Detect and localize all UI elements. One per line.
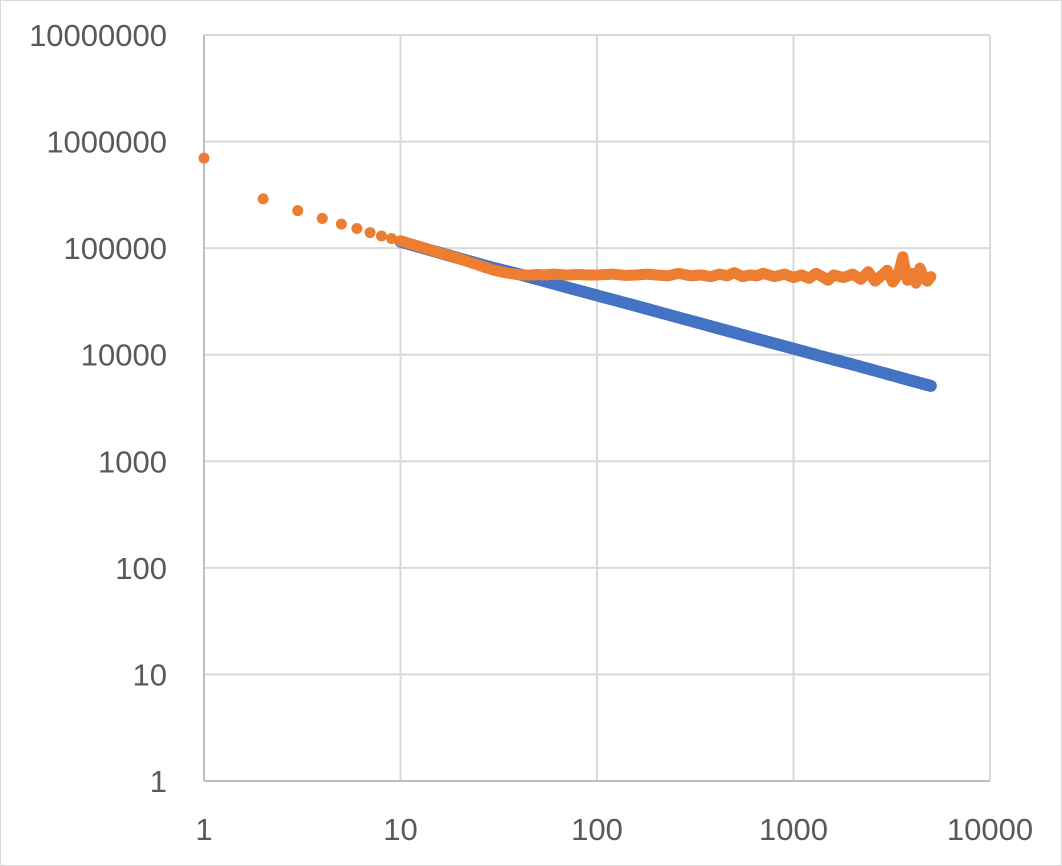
x-tick-label: 100 — [571, 812, 623, 847]
orange-series-point — [292, 205, 304, 217]
orange-series-point — [198, 152, 210, 164]
y-tick-label: 10 — [133, 657, 167, 692]
y-tick-label: 1000 — [98, 444, 167, 479]
y-tick-label: 100 — [115, 551, 167, 586]
y-tick-label: 10000 — [81, 338, 167, 373]
x-tick-label: 1 — [195, 812, 212, 847]
orange-series — [198, 152, 937, 289]
orange-series-point — [386, 233, 398, 245]
y-tick-label: 1000000 — [46, 125, 167, 160]
x-tick-label: 10 — [383, 812, 417, 847]
x-tick-label: 10000 — [947, 812, 1033, 847]
gridlines — [204, 34, 991, 781]
orange-series-point — [375, 230, 387, 242]
x-tick-label: 1000 — [759, 812, 828, 847]
orange-series-point — [257, 193, 269, 205]
blue-series-point — [924, 379, 937, 392]
orange-series-point — [924, 271, 936, 283]
y-tick-label: 1 — [150, 764, 167, 799]
orange-series-point — [335, 218, 347, 230]
y-tick-label: 10000000 — [29, 18, 167, 53]
orange-series-point — [351, 222, 363, 234]
y-tick-label: 100000 — [64, 231, 167, 266]
orange-series-point — [316, 212, 328, 224]
tick-labels: 1 10 100 1000 10000 100000 1000000 10000000 1 10 1… — [29, 18, 1033, 847]
orange-series-point — [364, 227, 376, 239]
